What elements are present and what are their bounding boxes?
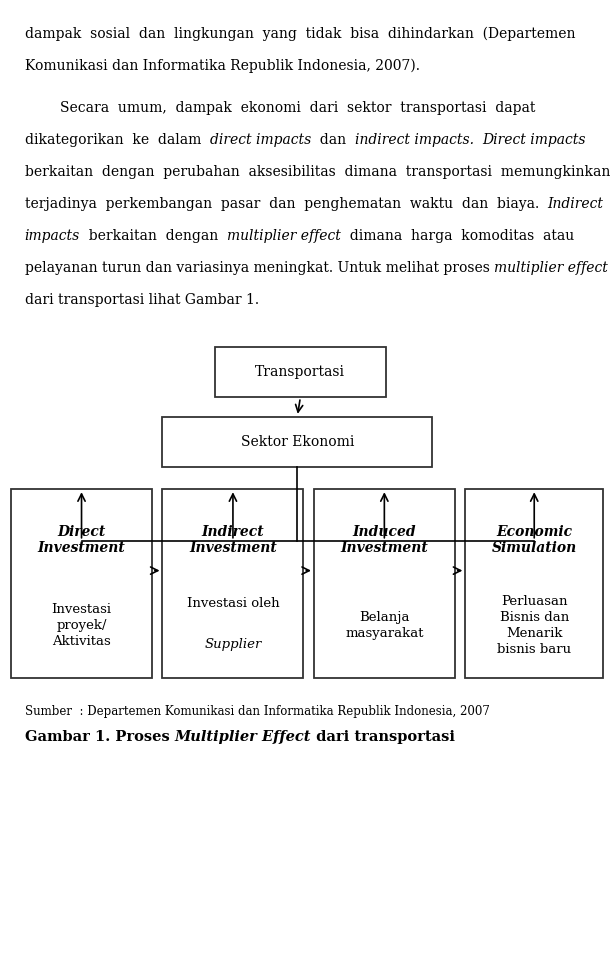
Text: dimana  harga  komoditas  atau: dimana harga komoditas atau: [341, 229, 574, 242]
Text: Direct
Investment: Direct Investment: [37, 525, 126, 555]
Text: Sumber  : Departemen Komunikasi dan Informatika Republik Indonesia, 2007: Sumber : Departemen Komunikasi dan Infor…: [25, 705, 489, 718]
FancyBboxPatch shape: [11, 489, 152, 678]
FancyBboxPatch shape: [314, 489, 455, 678]
Text: dan: dan: [311, 133, 355, 146]
Text: Induced
Investment: Induced Investment: [340, 525, 428, 555]
Text: Secara  umum,  dampak  ekonomi  dari  sektor  transportasi  dapat: Secara umum, dampak ekonomi dari sektor …: [25, 101, 535, 114]
Text: Supplier: Supplier: [204, 639, 262, 651]
FancyBboxPatch shape: [465, 489, 603, 678]
FancyBboxPatch shape: [162, 417, 432, 467]
Text: Gambar 1. Proses: Gambar 1. Proses: [25, 730, 174, 743]
Text: dikategorikan  ke  dalam: dikategorikan ke dalam: [25, 133, 210, 146]
Text: terjadinya  perkembangan  pasar  dan  penghematan  waktu  dan  biaya.: terjadinya perkembangan pasar dan penghe…: [25, 197, 547, 210]
Text: Economic
Simulation: Economic Simulation: [492, 525, 577, 555]
FancyBboxPatch shape: [162, 489, 303, 678]
Text: Investasi
proyek/
Aktivitas: Investasi proyek/ Aktivitas: [51, 603, 112, 648]
Text: direct impacts: direct impacts: [210, 133, 311, 146]
Text: dari transportasi lihat Gambar 1.: dari transportasi lihat Gambar 1.: [25, 293, 259, 306]
Text: dari transportasi: dari transportasi: [311, 730, 455, 743]
Text: multiplier effect: multiplier effect: [227, 229, 341, 242]
Text: berkaitan  dengan: berkaitan dengan: [80, 229, 227, 242]
Text: berkaitan  dengan  perubahan  aksesibilitas  dimana  transportasi  memungkinkan: berkaitan dengan perubahan aksesibilitas…: [25, 165, 610, 178]
Text: pelayanan turun dan variasinya meningkat. Untuk melihat proses: pelayanan turun dan variasinya meningkat…: [25, 261, 493, 274]
Text: Sektor Ekonomi: Sektor Ekonomi: [241, 435, 354, 449]
Text: Investasi oleh: Investasi oleh: [186, 598, 280, 625]
Text: Transportasi: Transportasi: [256, 365, 345, 379]
Text: multiplier effect: multiplier effect: [493, 261, 607, 274]
Text: Indirect: Indirect: [547, 197, 604, 210]
Text: impacts: impacts: [25, 229, 80, 242]
Text: Multiplier Effect: Multiplier Effect: [174, 730, 311, 743]
Text: indirect impacts.: indirect impacts.: [355, 133, 474, 146]
Text: dampak  sosial  dan  lingkungan  yang  tidak  bisa  dihindarkan  (Departemen: dampak sosial dan lingkungan yang tidak …: [25, 26, 575, 41]
Text: Direct impacts: Direct impacts: [482, 133, 586, 146]
Text: Perluasan
Bisnis dan
Menarik
bisnis baru: Perluasan Bisnis dan Menarik bisnis baru: [497, 595, 571, 656]
Text: Komunikasi dan Informatika Republik Indonesia, 2007).: Komunikasi dan Informatika Republik Indo…: [25, 58, 419, 73]
Text: Belanja
masyarakat: Belanja masyarakat: [345, 610, 424, 640]
FancyBboxPatch shape: [215, 347, 386, 397]
Text: Indirect
Investment: Indirect Investment: [189, 525, 277, 555]
